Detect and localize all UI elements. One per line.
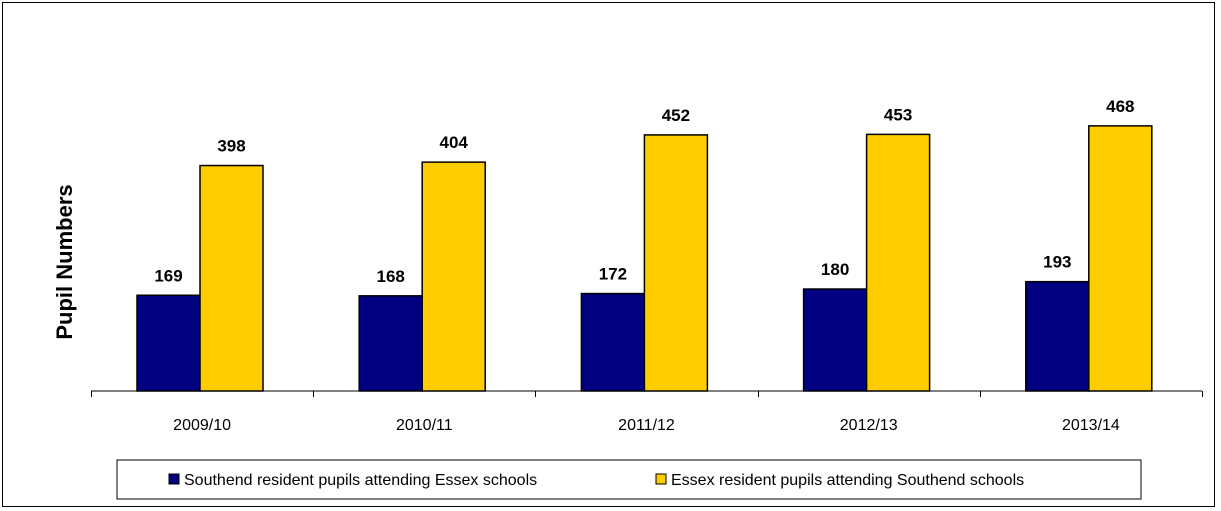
legend: Southend resident pupils attending Essex… (116, 459, 1142, 500)
x-tick-label: 2012/13 (840, 417, 898, 434)
data-label: 404 (440, 133, 469, 152)
data-label: 452 (662, 106, 690, 125)
bar-series1 (136, 294, 201, 392)
legend-swatch (168, 473, 180, 485)
x-tick-label: 2013/14 (1062, 417, 1120, 434)
legend-label: Essex resident pupils attending Southend… (671, 472, 1024, 489)
bar-series1 (1025, 280, 1090, 392)
data-label: 453 (884, 105, 912, 124)
bar-series2 (643, 134, 709, 392)
bar-series1 (580, 292, 646, 392)
legend-swatch (655, 473, 667, 485)
y-axis-label: Pupil Numbers (52, 184, 77, 339)
data-label: 169 (154, 266, 182, 285)
bar-series2 (421, 161, 486, 392)
bar-series1 (802, 288, 868, 392)
data-label: 168 (377, 267, 405, 286)
data-label: 468 (1106, 97, 1134, 116)
x-tick-label: 2011/12 (618, 417, 675, 434)
bar-series2 (865, 133, 931, 392)
data-label: 193 (1043, 253, 1071, 272)
bar-series2 (1088, 125, 1153, 392)
data-label: 172 (599, 265, 627, 284)
plot-area: 169 398 2009/10 168 404 2010/11 172 452 2011/12 1… (91, 97, 1203, 434)
legend-box (116, 459, 1142, 500)
bar-series2 (199, 164, 264, 392)
bar-series1 (358, 295, 423, 392)
data-label: 180 (821, 260, 849, 279)
data-label: 398 (217, 137, 245, 156)
x-tick-label: 2009/10 (173, 417, 231, 434)
x-tick-label: 2010/11 (396, 417, 453, 434)
legend-label: Southend resident pupils attending Essex… (184, 472, 537, 489)
